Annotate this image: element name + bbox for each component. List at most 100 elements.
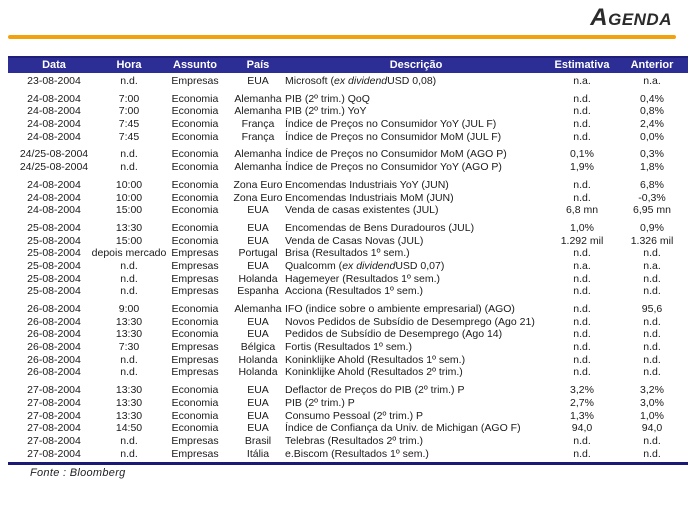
cell-hora: n.d. [120, 366, 138, 379]
cell-data: 27-08-2004 [27, 434, 81, 447]
date-group-5: 26-08-2004 9:00 Economia Alemanha IFO (indic… [8, 303, 688, 379]
cell-assunto: Empresas [171, 341, 219, 354]
cell-estimativa: n.d. [573, 247, 591, 260]
cell-pais: Alemanha [234, 105, 282, 118]
cell-estimativa: n.d. [573, 178, 591, 191]
cell-hora: n.d. [120, 285, 138, 298]
cell-pais: EUA [247, 234, 269, 247]
cell-estimativa: n.d. [573, 353, 591, 366]
cell-anterior: n.d. [643, 328, 661, 341]
table-row: 24-08-2004 7:45 Economia França Índice de Pr… [8, 118, 688, 131]
cell-pais: Itália [246, 447, 270, 460]
cell-desc: Encomendas Industriais MoM (JUN) [285, 191, 454, 204]
table-row: 24-08-2004 7:45 Economia França Índice de Pr… [8, 131, 688, 144]
cell-assunto: Empresas [171, 75, 219, 87]
cell-data: 27-08-2004 [27, 396, 81, 409]
cell-hora: 7:00 [118, 105, 140, 118]
cell-estimativa: n.a. [573, 75, 591, 87]
cell-pais: Holanda [238, 353, 278, 366]
cell-desc: Hagemeyer (Resultados 1º sem.) [285, 272, 440, 285]
cell-estimativa: 1,9% [570, 161, 594, 174]
table-header-row: Data Hora Assunto País Descrição Estimativa An… [8, 56, 688, 73]
cell-anterior: 0,4% [640, 92, 664, 105]
table-row: 25-08-2004 n.d. Empresas EUA Qualcomm (ex di… [8, 260, 688, 273]
table-row: 27-08-2004 n.d. Empresas Itália e.Biscom (Re… [8, 448, 688, 461]
cell-estimativa: 2,7% [570, 396, 594, 409]
table-row: 27-08-2004 14:50 Economia EUA Índice de Conf… [8, 422, 688, 435]
cell-estimativa: 1,3% [570, 409, 594, 422]
table-row: 25-08-2004 n.d. Empresas Espanha Acciona (Re… [8, 285, 688, 298]
cell-anterior: n.d. [643, 272, 661, 285]
cell-estimativa: n.d. [573, 315, 591, 328]
cell-hora: 13:30 [115, 409, 143, 422]
cell-desc: Consumo Pessoal (2º trim.) P [285, 409, 424, 422]
cell-desc: Deflactor de Preços do PIB (2º trim.) P [285, 384, 465, 397]
table-row: 26-08-2004 13:30 Economia EUA Pedidos de Sub… [8, 328, 688, 341]
cell-anterior: n.d. [643, 315, 661, 328]
cell-anterior: n.d. [643, 353, 661, 366]
date-group-3: 24-08-2004 10:00 Economia Zona Euro Encomend… [8, 179, 688, 217]
cell-anterior: 6,8% [640, 178, 664, 191]
cell-assunto: Economia [171, 315, 219, 328]
cell-anterior: 1.326 mil [630, 234, 674, 247]
page-title: AGENDA [590, 4, 672, 31]
cell-hora: 7:45 [118, 130, 140, 143]
cell-estimativa: n.d. [573, 341, 591, 354]
cell-estimativa: n.d. [573, 118, 591, 131]
table-body: 23-08-2004 n.d. Empresas EUA Microsoft (ex d… [8, 75, 688, 460]
table-row: 25-08-2004 15:00 Economia EUA Venda de Casas… [8, 235, 688, 248]
cell-estimativa: n.d. [573, 272, 591, 285]
table-row: 24-08-2004 7:00 Economia Alemanha PIB (2º tr… [8, 105, 688, 118]
cell-desc: Índice de Preços no Consumidor MoM (JUL … [285, 130, 502, 143]
cell-anterior: 3,2% [640, 384, 664, 397]
cell-estimativa: n.d. [573, 434, 591, 447]
cell-desc: Venda de Casas Novas (JUL) [285, 234, 424, 247]
title-underline-rule [8, 35, 676, 39]
column-header-assunto: Assunto [173, 59, 217, 71]
date-group-6: 27-08-2004 13:30 Economia EUA Deflactor de P… [8, 384, 688, 460]
cell-data: 24/25-08-2004 [19, 161, 89, 174]
column-header-hora: Hora [116, 59, 142, 71]
cell-estimativa: n.d. [573, 105, 591, 118]
cell-data: 25-08-2004 [27, 285, 81, 298]
cell-hora: 14:50 [115, 422, 143, 435]
table-row: 26-08-2004 n.d. Empresas Holanda Koninklijke… [8, 354, 688, 367]
cell-pais: França [241, 118, 275, 131]
cell-data: 24-08-2004 [27, 118, 81, 131]
table-row: 24-08-2004 10:00 Economia Zona Euro Encomend… [8, 179, 688, 192]
cell-desc: Telebras (Resultados 2º trim.) [285, 434, 424, 447]
cell-assunto: Economia [171, 396, 219, 409]
cell-data: 26-08-2004 [27, 315, 81, 328]
column-header-desc: Descrição [389, 59, 443, 71]
cell-desc: Qualcomm (ex dividend USD 0,07) [285, 259, 445, 272]
cell-assunto: Economia [171, 384, 219, 397]
cell-hora: depois mercado [91, 247, 167, 260]
table-row: 27-08-2004 13:30 Economia EUA Consumo Pessoa… [8, 410, 688, 423]
cell-hora: 13:30 [115, 328, 143, 341]
cell-hora: 13:30 [115, 221, 143, 234]
cell-estimativa: n.d. [573, 130, 591, 143]
cell-estimativa: 1.292 mil [560, 234, 604, 247]
cell-anterior: n.d. [643, 341, 661, 354]
cell-pais: Portugal [238, 247, 278, 260]
cell-desc: Encomendas de Bens Duradouros (JUL) [285, 221, 475, 234]
cell-assunto: Economia [171, 221, 219, 234]
cell-assunto: Empresas [171, 259, 219, 272]
cell-hora: 9:00 [118, 303, 140, 315]
cell-estimativa: 6,8 mn [565, 204, 599, 217]
cell-desc: PIB (2º trim.) QoQ [285, 92, 370, 105]
cell-assunto: Economia [171, 105, 219, 118]
cell-anterior: 0,0% [640, 130, 664, 143]
cell-hora: 10:00 [115, 178, 143, 191]
cell-anterior: 6,95 mn [633, 204, 671, 217]
cell-hora: n.d. [120, 353, 138, 366]
cell-data: 26-08-2004 [27, 303, 81, 315]
cell-desc: Acciona (Resultados 1º sem.) [285, 285, 424, 298]
cell-hora: n.d. [120, 259, 138, 272]
italic-term: ex dividend [342, 259, 396, 272]
cell-hora: 13:30 [115, 396, 143, 409]
cell-assunto: Empresas [171, 247, 219, 260]
date-group-4: 25-08-2004 13:30 Economia EUA Encomendas de … [8, 222, 688, 298]
table-bottom-rule [8, 462, 688, 466]
